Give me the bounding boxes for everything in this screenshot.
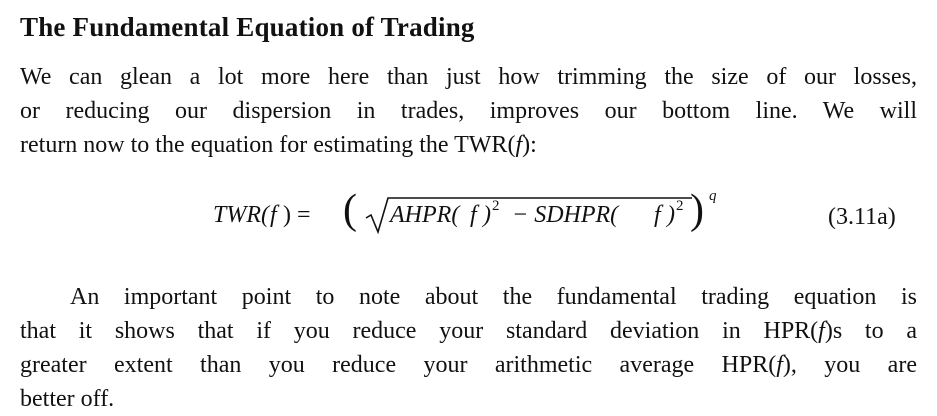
text-run: or reducing our dispersion in trades, im… [20,98,917,124]
text-run: that it shows that if you reduce your st… [20,318,819,344]
eq-paren: ) [690,187,704,233]
text-line: greater extent than you reduce your arit… [20,348,917,382]
text-line: An important point to note about the fun… [20,280,917,314]
equation-number: (3.11a) [828,204,896,230]
eq-exponent: 2 [676,198,684,214]
text-run: f [515,132,523,158]
text-run: An important point to note about the fun… [70,284,917,310]
heading: The Fundamental Equation of Trading [20,12,475,42]
eq-exponent: 2 [492,198,500,214]
text-line: return now to the equation for estimatin… [20,128,917,162]
text-run: ): [522,132,537,158]
eq-text: − SDHPR( [512,202,619,228]
eq-text: TWR( [213,202,269,228]
text-run: better off. [20,386,115,412]
radical [365,197,692,235]
eq-text: ) [667,202,675,228]
eq-text: ) = [283,202,311,228]
text-line: that it shows that if you reduce your st… [20,314,917,348]
paragraph: We can glean a lot more here than just h… [20,60,917,162]
eq-paren: ( [343,187,357,233]
eq-text: f [270,202,277,228]
text-run: f [818,318,825,344]
text-run: We can glean a lot more here than just h… [20,64,917,90]
eq-text: AHPR( [390,202,460,228]
text-line: better off. [20,382,917,416]
eq-text: f [470,202,477,228]
text-run: ), you are [782,352,917,378]
text-line: We can glean a lot more here than just h… [20,60,917,94]
sqrt-sign [365,197,692,235]
text-run: )s to a [824,318,918,344]
text-run: greater extent than you reduce your arit… [20,352,777,378]
eq-text: ) [483,202,491,228]
text-run: f [776,352,783,378]
text-line: or reducing our dispersion in trades, im… [20,94,917,128]
equation: TWR( f ) = ( AHPR( f ) 2 − SDHPR( f ) 2 … [0,187,937,250]
paragraph: An important point to note about the fun… [20,280,917,416]
eq-text: f [654,202,661,228]
text-run: return now to the equation for estimatin… [20,132,516,158]
eq-exponent: q [709,188,717,204]
